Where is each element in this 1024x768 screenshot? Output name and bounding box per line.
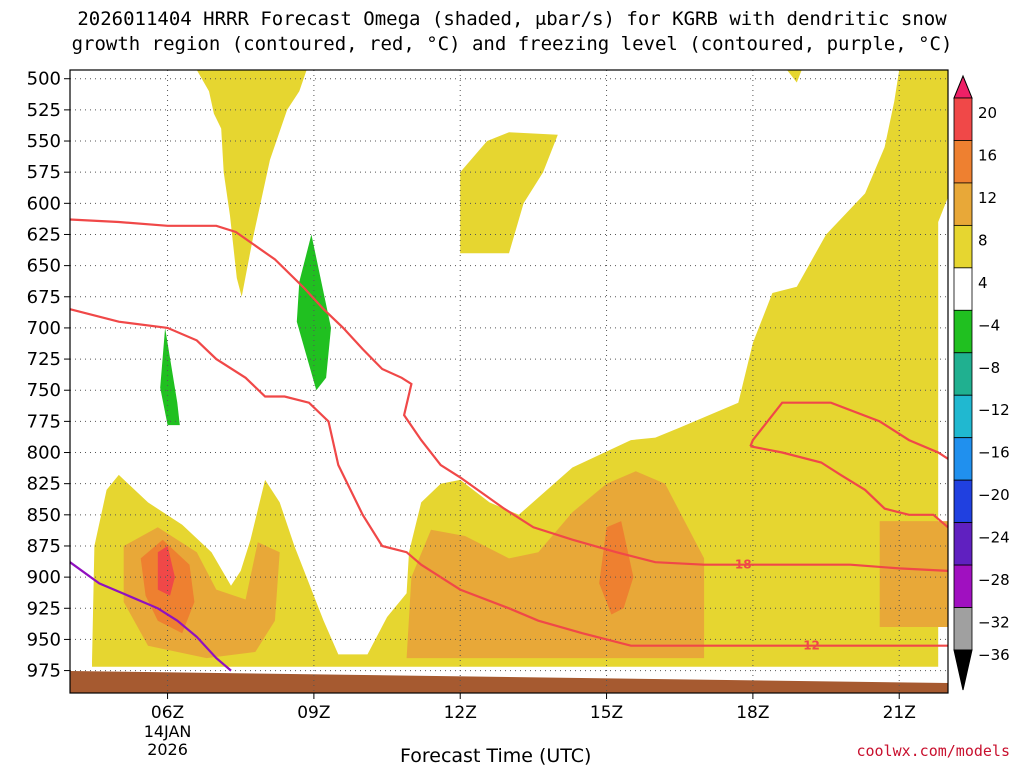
y-tick-label: 850 <box>27 505 61 526</box>
colorbar-band <box>953 224 973 269</box>
colorbar-cap-bottom <box>953 649 973 691</box>
plot-frame <box>69 69 949 694</box>
y-tick-label: 575 <box>27 162 61 183</box>
colorbar-band <box>953 437 973 481</box>
y-tick-label: 650 <box>27 256 61 277</box>
y-tick-label: 825 <box>27 474 61 495</box>
colorbar-label: −24 <box>978 529 1010 547</box>
x-date-label: 2026 <box>147 740 188 759</box>
contour-−18-upper-spur <box>749 401 949 460</box>
y-tick-label: 925 <box>27 598 61 619</box>
contour-label: −12 <box>793 639 820 653</box>
colorbar-label: 8 <box>978 231 988 249</box>
colorbar-band <box>953 140 973 184</box>
omega-region-core-orange-mid <box>599 521 634 615</box>
y-tick-label: 875 <box>27 536 61 557</box>
chart-title-line-2: growth region (contoured, red, °C) and f… <box>71 33 953 55</box>
contour-label: −18 <box>725 558 752 572</box>
colorbar-band <box>953 607 973 651</box>
omega-region-core-red-left <box>157 546 175 596</box>
colorbar-cap-top <box>953 74 973 99</box>
y-tick-label: 600 <box>27 193 61 214</box>
omega-region-green-mid <box>296 234 331 391</box>
colorbar-band <box>953 267 973 311</box>
colorbar-band <box>953 97 973 141</box>
contour-freezing-level <box>69 561 232 672</box>
colorbar-label: −36 <box>978 646 1010 664</box>
omega-region-plume-mid <box>460 132 558 254</box>
x-tick-label: 12Z <box>444 703 477 723</box>
credit-text: coolwx.com/models <box>856 742 1010 760</box>
omega-region-low-left <box>92 70 948 667</box>
y-tick-label: 975 <box>27 661 61 682</box>
x-tick-label: 18Z <box>736 703 769 723</box>
y-tick-label: 725 <box>27 349 61 370</box>
colorbar-label: 12 <box>978 189 997 207</box>
y-tick-label: 800 <box>27 443 61 464</box>
x-tick-label: 06Z <box>151 703 184 723</box>
colorbar-band <box>953 352 973 396</box>
colorbar-label: −20 <box>978 486 1010 504</box>
colorbar-label: 4 <box>978 274 988 292</box>
x-tick-label: 09Z <box>297 703 330 723</box>
colorbar-band <box>953 309 973 354</box>
colorbar-label: −8 <box>978 359 1000 377</box>
x-tick-label: 21Z <box>883 703 916 723</box>
y-tick-label: 500 <box>27 69 61 90</box>
chart-title-line-1: 2026011404 HRRR Forecast Omega (shaded, … <box>77 8 947 30</box>
colorbar-band <box>953 182 973 226</box>
omega-region-top-spot <box>787 70 802 83</box>
colorbar-label: 20 <box>978 104 997 122</box>
x-tick-label: 15Z <box>590 703 623 723</box>
colorbar-band <box>953 394 973 439</box>
y-tick-label: 750 <box>27 380 61 401</box>
terrain-ground <box>70 671 948 693</box>
omega-region-low-mid <box>406 471 705 659</box>
colorbar-label: −16 <box>978 444 1010 462</box>
omega-region-low-right-plume <box>879 521 948 627</box>
colorbar-label: −32 <box>978 614 1010 632</box>
y-tick-label: 625 <box>27 224 61 245</box>
y-tick-label: 550 <box>27 131 61 152</box>
y-tick-label: 675 <box>27 287 61 308</box>
y-tick-label: 525 <box>27 100 61 121</box>
colorbar-label: −28 <box>978 571 1010 589</box>
colorbar-label: −4 <box>978 316 1000 334</box>
omega-region-plume-left <box>161 70 307 297</box>
y-tick-label: 775 <box>27 411 61 432</box>
omega-region-green-left <box>160 327 180 426</box>
y-tick-label: 950 <box>27 629 61 650</box>
colorbar-band <box>953 564 973 608</box>
contour-−18 <box>69 218 949 572</box>
colorbar-band <box>953 479 973 524</box>
y-tick-label: 900 <box>27 567 61 588</box>
contour-−18-lower-spur <box>750 445 949 529</box>
x-date-label: 14JAN <box>144 722 192 741</box>
colorbar-label: −12 <box>978 401 1010 419</box>
colorbar-label: 16 <box>978 146 997 164</box>
colorbar-band <box>953 522 973 566</box>
contour-−12 <box>69 308 948 647</box>
y-tick-label: 700 <box>27 318 61 339</box>
x-axis-title: Forecast Time (UTC) <box>400 745 592 767</box>
